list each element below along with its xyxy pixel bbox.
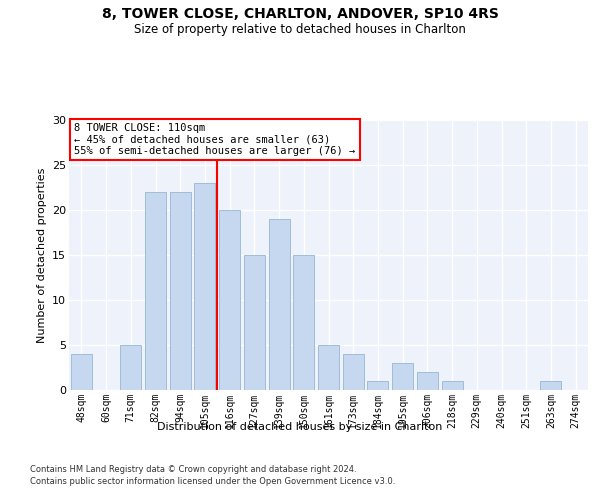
Bar [244,255,265,390]
Bar [293,255,314,390]
Bar [120,345,141,390]
Bar [392,363,413,390]
Bar [269,219,290,390]
Bar [71,354,92,390]
Bar [145,192,166,390]
Text: Contains HM Land Registry data © Crown copyright and database right 2024.: Contains HM Land Registry data © Crown c… [30,465,356,474]
Y-axis label: Number of detached properties: Number of detached properties [37,168,47,342]
Text: 8 TOWER CLOSE: 110sqm
← 45% of detached houses are smaller (63)
55% of semi-deta: 8 TOWER CLOSE: 110sqm ← 45% of detached … [74,122,355,156]
Text: Contains public sector information licensed under the Open Government Licence v3: Contains public sector information licen… [30,478,395,486]
Text: Size of property relative to detached houses in Charlton: Size of property relative to detached ho… [134,22,466,36]
Bar [442,381,463,390]
Bar [343,354,364,390]
Text: Distribution of detached houses by size in Charlton: Distribution of detached houses by size … [157,422,443,432]
Bar [367,381,388,390]
Bar [194,183,215,390]
Bar [318,345,339,390]
Bar [541,381,562,390]
Bar [170,192,191,390]
Bar [417,372,438,390]
Bar [219,210,240,390]
Text: 8, TOWER CLOSE, CHARLTON, ANDOVER, SP10 4RS: 8, TOWER CLOSE, CHARLTON, ANDOVER, SP10 … [101,8,499,22]
